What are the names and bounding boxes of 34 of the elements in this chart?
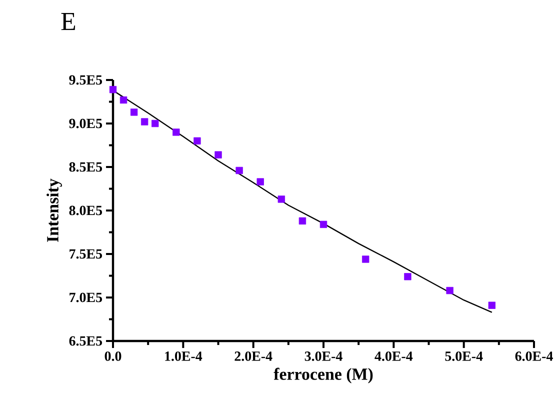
y-tick-label: 7.0E5 [70, 292, 102, 302]
x-tick-label: 3.0E-4 [304, 351, 342, 361]
point [278, 196, 285, 203]
x-axis-title: ferrocene (M) [274, 368, 373, 384]
y-tick-label: 8.0E5 [69, 206, 102, 216]
point [120, 96, 128, 104]
y-tick-label: 7.5E5 [70, 249, 102, 259]
point [488, 302, 496, 309]
point [362, 256, 370, 263]
chart-title: E [61, 13, 76, 30]
point [140, 118, 148, 126]
y-tick-label: 8.5E5 [69, 162, 102, 172]
point [320, 220, 328, 228]
point [130, 108, 138, 116]
point [194, 137, 201, 144]
x-tick-label: 4.0E-4 [374, 351, 413, 361]
point [152, 120, 159, 128]
point [236, 166, 243, 174]
x-tick-label: 5.0E-4 [445, 351, 483, 361]
x-tick-label: 6.0E-4 [515, 351, 553, 361]
point [109, 86, 117, 94]
y-axis-title: Intensity [46, 178, 62, 242]
y-tick-label: 6.5E5 [69, 336, 102, 346]
point [172, 128, 180, 136]
x-tick-label: 1.0E-4 [165, 351, 202, 361]
y-tick-label: 9.5E5 [69, 75, 102, 85]
point [256, 178, 264, 186]
point [404, 273, 412, 280]
x-tick-label: 0.0 [104, 351, 122, 361]
point [446, 286, 454, 294]
point [214, 151, 222, 158]
x-tick-label: 2.0E-4 [234, 351, 272, 361]
point [298, 217, 306, 225]
y-tick-label: 9.0E5 [69, 118, 102, 128]
